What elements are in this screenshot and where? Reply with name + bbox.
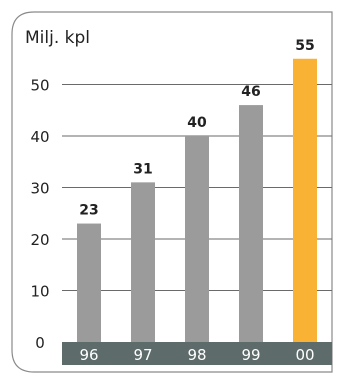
x-tick-label: 98: [187, 346, 206, 364]
x-tick-labels: 96 97 98 99 00: [79, 346, 314, 364]
data-label: 55: [295, 38, 314, 54]
bar-96: [77, 223, 101, 342]
x-tick-label: 96: [79, 346, 98, 364]
y-tick-label: 50: [30, 77, 49, 95]
data-label: 46: [241, 84, 260, 100]
x-tick-label: 00: [295, 346, 314, 364]
x-tick-label: 99: [241, 346, 260, 364]
data-label: 31: [133, 161, 152, 177]
y-tick-label: 40: [30, 128, 49, 146]
bar-97: [131, 182, 155, 342]
y-axis-title: Milj. kpl: [25, 28, 90, 48]
data-labels: 23 31 40 46 55: [79, 38, 314, 219]
data-label: 40: [187, 115, 207, 131]
data-label: 23: [79, 203, 98, 219]
x-axis-band: [62, 342, 332, 365]
x-tick-label: 97: [133, 346, 152, 364]
y-tick-labels: 0 10 20 30 40 50: [30, 77, 49, 353]
bar-98: [185, 136, 209, 342]
y-tick-label: 30: [30, 180, 49, 198]
bar-99: [239, 105, 263, 342]
bars: [77, 58, 317, 342]
y-tick-label: 10: [30, 283, 49, 301]
chart-border: [11, 11, 333, 373]
bar-00: [293, 58, 317, 342]
y-tick-label: 0: [35, 334, 45, 352]
y-tick-label: 20: [30, 231, 49, 249]
